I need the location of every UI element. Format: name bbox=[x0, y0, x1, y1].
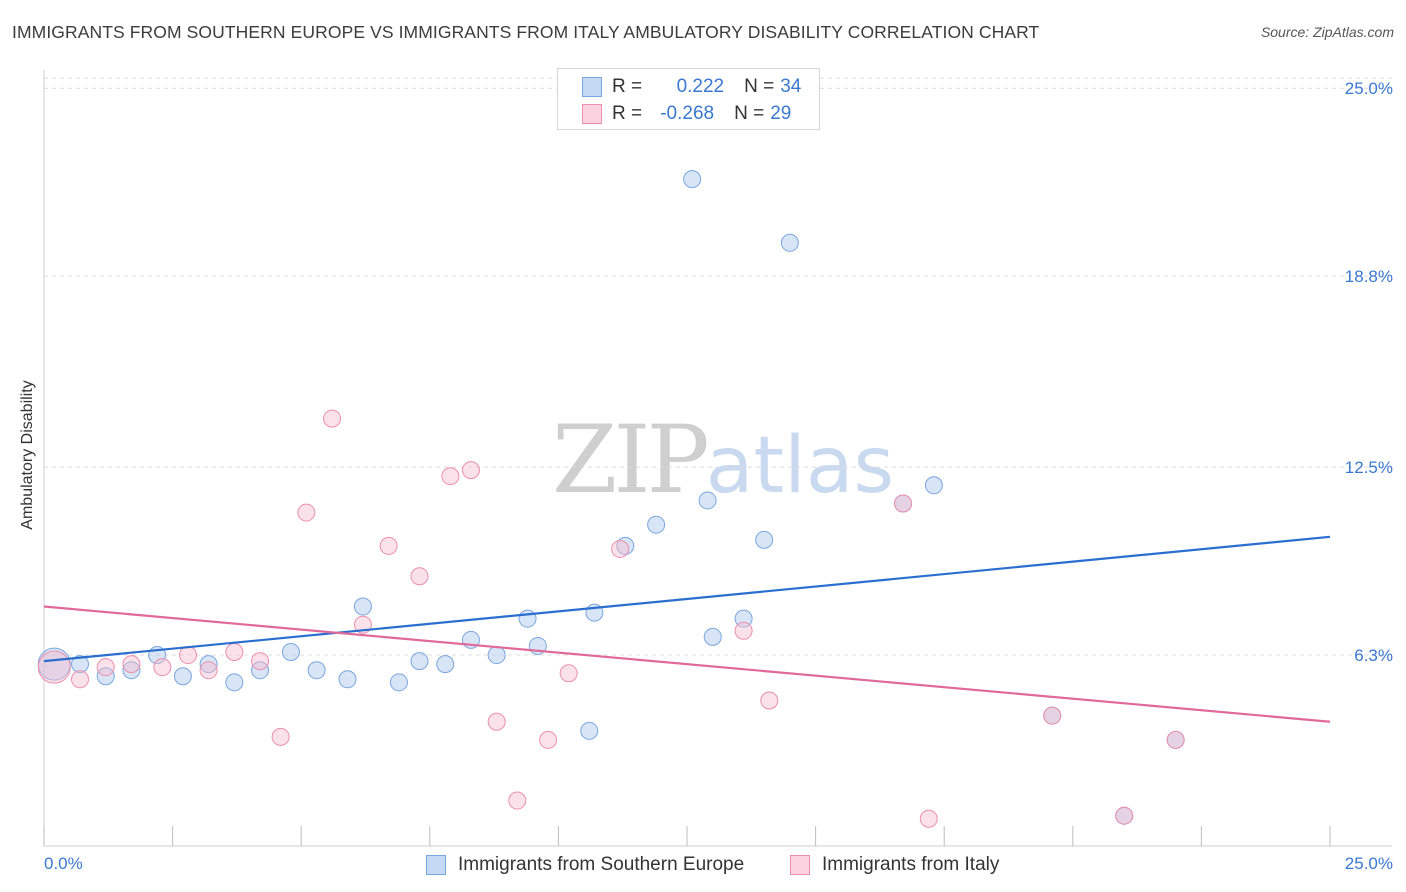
point-southern-europe bbox=[698, 491, 717, 510]
legend-n-label: N = bbox=[734, 103, 765, 124]
point-southern-europe bbox=[780, 233, 799, 252]
point-italy bbox=[96, 658, 115, 677]
point-southern-europe bbox=[281, 643, 300, 661]
tick-labels: 6.3% 12.5% 18.8% 25.0% 0.0% 25.0% bbox=[44, 79, 1393, 873]
point-italy bbox=[271, 727, 290, 746]
point-italy bbox=[1166, 730, 1185, 749]
point-italy bbox=[297, 503, 316, 522]
trend-line-italy bbox=[43, 605, 1331, 723]
point-southern-europe bbox=[703, 627, 722, 646]
legend-swatch-blue bbox=[582, 77, 602, 97]
point-italy bbox=[71, 670, 90, 689]
correlation-legend: R = 0.222 N = 34 R = -0.268 N = 29 bbox=[557, 68, 820, 130]
legend-n-value: 29 bbox=[770, 103, 792, 124]
point-southern-europe bbox=[353, 597, 372, 616]
point-southern-europe bbox=[173, 667, 192, 686]
bottom-legend-label: Immigrants from Southern Europe bbox=[458, 854, 745, 875]
point-italy bbox=[894, 494, 913, 513]
legend-row-italy: R = -0.268 N = 29 bbox=[558, 101, 791, 127]
point-italy bbox=[611, 539, 630, 558]
point-italy bbox=[461, 461, 480, 480]
legend-r-value: 0.222 bbox=[676, 76, 725, 97]
point-southern-europe bbox=[410, 652, 429, 671]
legend-r-label: R = bbox=[612, 103, 643, 124]
point-southern-europe bbox=[580, 721, 599, 740]
point-southern-europe bbox=[225, 673, 244, 692]
bottom-legend-swatch-pink bbox=[790, 855, 810, 875]
y-axis-label: Ambulatory Disability bbox=[19, 380, 36, 530]
point-italy bbox=[487, 712, 506, 731]
point-italy bbox=[225, 643, 244, 661]
x-tick-label: 25.0% bbox=[1345, 854, 1393, 873]
point-italy bbox=[1115, 806, 1134, 825]
x-tick-label: 0.0% bbox=[44, 854, 83, 873]
data-points bbox=[37, 170, 1185, 828]
axes bbox=[43, 70, 1392, 847]
point-italy bbox=[379, 536, 398, 555]
y-tick-label: 25.0% bbox=[1345, 79, 1393, 98]
point-italy bbox=[508, 791, 527, 810]
point-southern-europe bbox=[389, 673, 408, 692]
point-italy bbox=[410, 567, 429, 586]
point-southern-europe bbox=[647, 515, 666, 534]
watermark-zip: ZIP bbox=[552, 406, 710, 515]
legend-swatch-pink bbox=[582, 104, 602, 124]
bottom-legend-swatch-blue bbox=[426, 855, 446, 875]
y-tick-label: 12.5% bbox=[1345, 458, 1393, 477]
point-italy bbox=[323, 409, 342, 428]
legend-row-southern-europe: R = 0.222 N = 34 bbox=[558, 74, 801, 100]
point-southern-europe bbox=[616, 536, 635, 555]
trend-lines bbox=[43, 535, 1331, 723]
point-southern-europe bbox=[199, 655, 218, 674]
y-tick-label: 6.3% bbox=[1354, 646, 1393, 665]
point-italy bbox=[734, 621, 753, 640]
bottom-legend-italy: Immigrants from Italy bbox=[790, 852, 999, 878]
watermark: ZIPatlas bbox=[552, 406, 894, 515]
point-italy bbox=[760, 691, 779, 710]
chart-title: IMMIGRANTS FROM SOUTHERN EUROPE VS IMMIG… bbox=[12, 22, 1040, 42]
point-southern-europe bbox=[307, 661, 326, 680]
legend-n-label: N = bbox=[744, 76, 775, 97]
point-italy bbox=[251, 652, 270, 671]
source-label: Source: ZipAtlas.com bbox=[1260, 24, 1394, 40]
point-southern-europe bbox=[924, 476, 943, 495]
point-italy bbox=[1043, 706, 1062, 725]
point-southern-europe bbox=[487, 646, 506, 665]
point-southern-europe bbox=[683, 170, 702, 189]
point-italy bbox=[199, 661, 218, 680]
legend-r-label: R = bbox=[612, 76, 643, 97]
point-italy bbox=[919, 809, 938, 828]
bottom-legend-label: Immigrants from Italy bbox=[822, 854, 1000, 875]
watermark-atlas: atlas bbox=[705, 421, 895, 511]
point-italy bbox=[539, 730, 558, 749]
bottom-legend-southern-europe: Immigrants from Southern Europe bbox=[426, 852, 744, 878]
legend-r-value: -0.268 bbox=[660, 103, 715, 124]
point-southern-europe bbox=[755, 530, 774, 549]
point-southern-europe bbox=[251, 661, 270, 680]
point-italy bbox=[122, 655, 141, 674]
grid-lines bbox=[44, 77, 1392, 656]
point-italy bbox=[441, 467, 460, 486]
point-southern-europe bbox=[436, 655, 455, 674]
point-italy bbox=[153, 658, 172, 677]
point-southern-europe bbox=[71, 655, 90, 674]
point-southern-europe bbox=[96, 667, 115, 686]
point-italy bbox=[179, 646, 198, 665]
y-tick-label: 18.8% bbox=[1345, 267, 1393, 286]
point-italy bbox=[559, 664, 578, 683]
point-italy bbox=[37, 650, 71, 684]
point-southern-europe bbox=[338, 670, 357, 689]
trend-line-southern-europe bbox=[43, 535, 1331, 663]
legend-n-value: 34 bbox=[780, 76, 802, 97]
point-southern-europe bbox=[122, 661, 141, 680]
